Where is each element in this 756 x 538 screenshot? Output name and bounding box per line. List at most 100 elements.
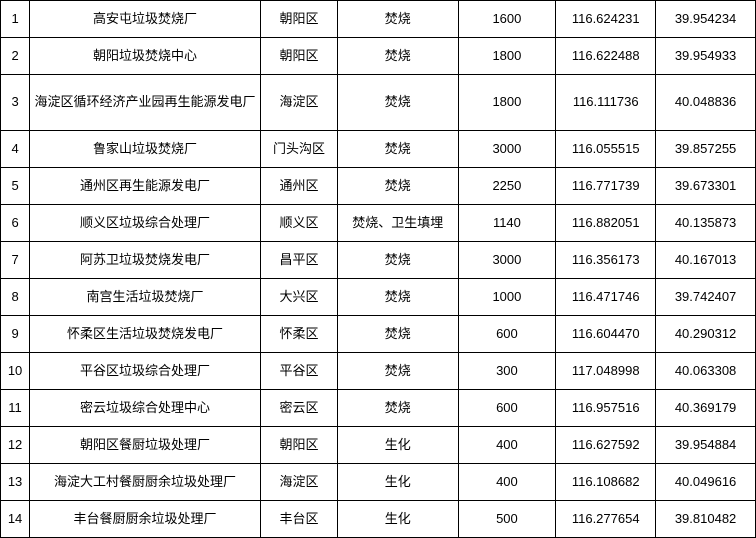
cell-method: 焚烧 [337,1,458,38]
cell-latitude: 40.290312 [656,316,756,353]
cell-capacity: 400 [458,427,556,464]
cell-name: 朝阳区餐厨垃圾处理厂 [30,427,261,464]
cell-capacity: 300 [458,353,556,390]
cell-longitude: 116.277654 [556,501,656,538]
cell-latitude: 40.167013 [656,242,756,279]
cell-idx: 14 [1,501,30,538]
cell-capacity: 1800 [458,38,556,75]
cell-method: 焚烧 [337,38,458,75]
cell-longitude: 116.624231 [556,1,656,38]
cell-district: 顺义区 [260,205,337,242]
cell-latitude: 39.810482 [656,501,756,538]
table-row: 9 怀柔区生活垃圾焚烧发电厂 怀柔区 焚烧 600 116.604470 40.… [1,316,756,353]
cell-latitude: 40.063308 [656,353,756,390]
table-row: 10 平谷区垃圾综合处理厂 平谷区 焚烧 300 117.048998 40.0… [1,353,756,390]
cell-name: 海淀大工村餐厨厨余垃圾处理厂 [30,464,261,501]
cell-method: 生化 [337,427,458,464]
cell-idx: 10 [1,353,30,390]
cell-district: 大兴区 [260,279,337,316]
cell-longitude: 116.622488 [556,38,656,75]
cell-name: 朝阳垃圾焚烧中心 [30,38,261,75]
cell-idx: 7 [1,242,30,279]
table-row: 3 海淀区循环经济产业园再生能源发电厂 海淀区 焚烧 1800 116.1117… [1,75,756,131]
cell-district: 海淀区 [260,464,337,501]
cell-capacity: 3000 [458,131,556,168]
table-row: 1 高安屯垃圾焚烧厂 朝阳区 焚烧 1600 116.624231 39.954… [1,1,756,38]
cell-longitude: 116.111736 [556,75,656,131]
table-row: 2 朝阳垃圾焚烧中心 朝阳区 焚烧 1800 116.622488 39.954… [1,38,756,75]
cell-method: 生化 [337,501,458,538]
cell-idx: 12 [1,427,30,464]
cell-latitude: 39.673301 [656,168,756,205]
table-row: 8 南宫生活垃圾焚烧厂 大兴区 焚烧 1000 116.471746 39.74… [1,279,756,316]
cell-capacity: 1600 [458,1,556,38]
cell-idx: 2 [1,38,30,75]
cell-idx: 8 [1,279,30,316]
cell-district: 朝阳区 [260,1,337,38]
cell-longitude: 116.055515 [556,131,656,168]
cell-district: 昌平区 [260,242,337,279]
table-row: 14 丰台餐厨厨余垃圾处理厂 丰台区 生化 500 116.277654 39.… [1,501,756,538]
cell-name: 平谷区垃圾综合处理厂 [30,353,261,390]
cell-capacity: 1800 [458,75,556,131]
cell-district: 朝阳区 [260,427,337,464]
cell-method: 焚烧 [337,390,458,427]
cell-longitude: 116.957516 [556,390,656,427]
cell-district: 丰台区 [260,501,337,538]
table-row: 12 朝阳区餐厨垃圾处理厂 朝阳区 生化 400 116.627592 39.9… [1,427,756,464]
cell-latitude: 39.742407 [656,279,756,316]
cell-longitude: 116.356173 [556,242,656,279]
cell-latitude: 39.954884 [656,427,756,464]
cell-name: 密云垃圾综合处理中心 [30,390,261,427]
cell-name: 丰台餐厨厨余垃圾处理厂 [30,501,261,538]
cell-capacity: 600 [458,316,556,353]
cell-latitude: 39.954933 [656,38,756,75]
cell-capacity: 1140 [458,205,556,242]
cell-name: 海淀区循环经济产业园再生能源发电厂 [30,75,261,131]
table-row: 5 通州区再生能源发电厂 通州区 焚烧 2250 116.771739 39.6… [1,168,756,205]
cell-method: 焚烧、卫生填埋 [337,205,458,242]
table-row: 13 海淀大工村餐厨厨余垃圾处理厂 海淀区 生化 400 116.108682 … [1,464,756,501]
cell-idx: 13 [1,464,30,501]
table-row: 4 鲁家山垃圾焚烧厂 门头沟区 焚烧 3000 116.055515 39.85… [1,131,756,168]
cell-district: 门头沟区 [260,131,337,168]
cell-district: 通州区 [260,168,337,205]
cell-name: 高安屯垃圾焚烧厂 [30,1,261,38]
cell-name: 阿苏卫垃圾焚烧发电厂 [30,242,261,279]
cell-longitude: 116.771739 [556,168,656,205]
cell-capacity: 500 [458,501,556,538]
cell-idx: 11 [1,390,30,427]
cell-district: 海淀区 [260,75,337,131]
cell-method: 焚烧 [337,279,458,316]
cell-district: 密云区 [260,390,337,427]
cell-longitude: 117.048998 [556,353,656,390]
cell-method: 生化 [337,464,458,501]
table-body: 1 高安屯垃圾焚烧厂 朝阳区 焚烧 1600 116.624231 39.954… [1,1,756,538]
cell-latitude: 40.135873 [656,205,756,242]
cell-method: 焚烧 [337,316,458,353]
cell-method: 焚烧 [337,75,458,131]
table-row: 11 密云垃圾综合处理中心 密云区 焚烧 600 116.957516 40.3… [1,390,756,427]
cell-capacity: 3000 [458,242,556,279]
cell-district: 怀柔区 [260,316,337,353]
table-row: 6 顺义区垃圾综合处理厂 顺义区 焚烧、卫生填埋 1140 116.882051… [1,205,756,242]
cell-idx: 3 [1,75,30,131]
cell-capacity: 400 [458,464,556,501]
cell-latitude: 40.048836 [656,75,756,131]
cell-district: 朝阳区 [260,38,337,75]
cell-name: 通州区再生能源发电厂 [30,168,261,205]
cell-name: 顺义区垃圾综合处理厂 [30,205,261,242]
cell-capacity: 1000 [458,279,556,316]
cell-longitude: 116.604470 [556,316,656,353]
cell-idx: 1 [1,1,30,38]
cell-longitude: 116.627592 [556,427,656,464]
cell-capacity: 600 [458,390,556,427]
cell-name: 鲁家山垃圾焚烧厂 [30,131,261,168]
cell-longitude: 116.471746 [556,279,656,316]
cell-capacity: 2250 [458,168,556,205]
table-row: 7 阿苏卫垃圾焚烧发电厂 昌平区 焚烧 3000 116.356173 40.1… [1,242,756,279]
cell-longitude: 116.108682 [556,464,656,501]
cell-method: 焚烧 [337,242,458,279]
cell-latitude: 39.954234 [656,1,756,38]
cell-latitude: 40.369179 [656,390,756,427]
